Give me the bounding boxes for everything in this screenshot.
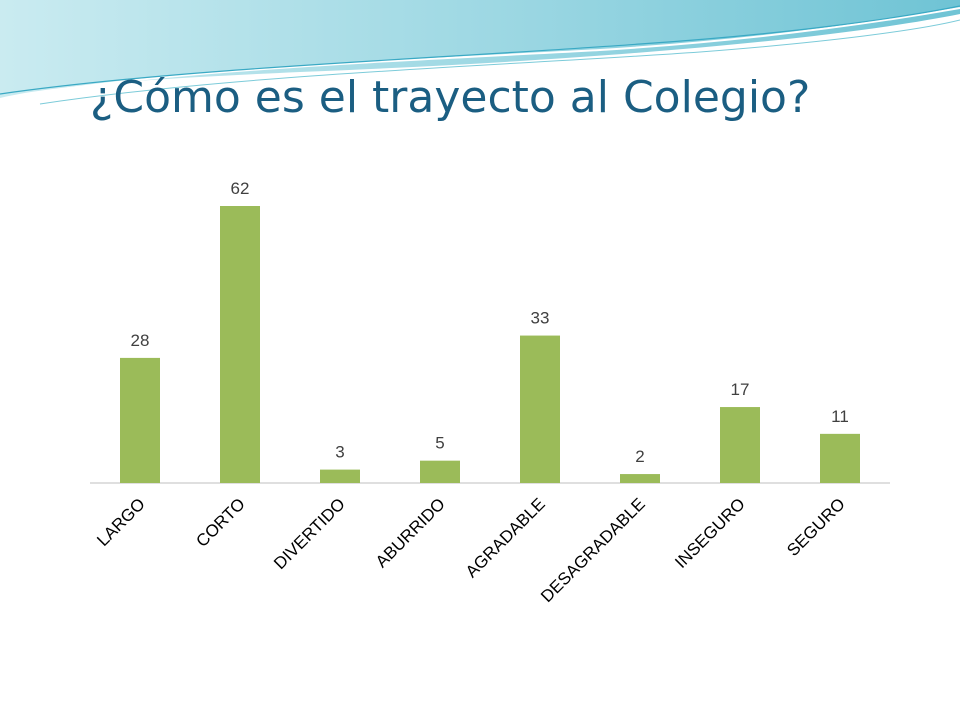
category-label: INSEGURO [671, 494, 749, 572]
data-label: 17 [731, 380, 750, 399]
category-label: LARGO [93, 494, 149, 550]
data-label: 2 [635, 447, 644, 466]
bar-inseguro [720, 407, 760, 483]
bar-agradable [520, 335, 560, 483]
category-label: ABURRIDO [372, 494, 449, 571]
bar-desagradable [620, 474, 660, 483]
category-label: DIVERTIDO [270, 494, 349, 573]
data-label: 62 [231, 179, 250, 198]
category-label: SEGURO [783, 494, 849, 560]
category-label: DESAGRADABLE [537, 494, 649, 606]
data-label: 11 [831, 407, 849, 426]
data-label: 28 [131, 331, 150, 350]
bar-largo [120, 357, 160, 483]
data-label: 5 [435, 434, 444, 453]
data-label: 33 [531, 309, 550, 328]
category-label: CORTO [192, 494, 248, 550]
bar-divertido [320, 469, 360, 483]
data-label: 3 [335, 443, 344, 462]
header-wave-decoration [0, 0, 960, 105]
slide-title: ¿Cómo es el trayecto al Colegio? [90, 72, 811, 123]
bar-corto [220, 206, 260, 483]
bar-aburrido [420, 460, 460, 483]
category-label: AGRADABLE [462, 494, 549, 581]
bar-seguro [820, 433, 860, 483]
